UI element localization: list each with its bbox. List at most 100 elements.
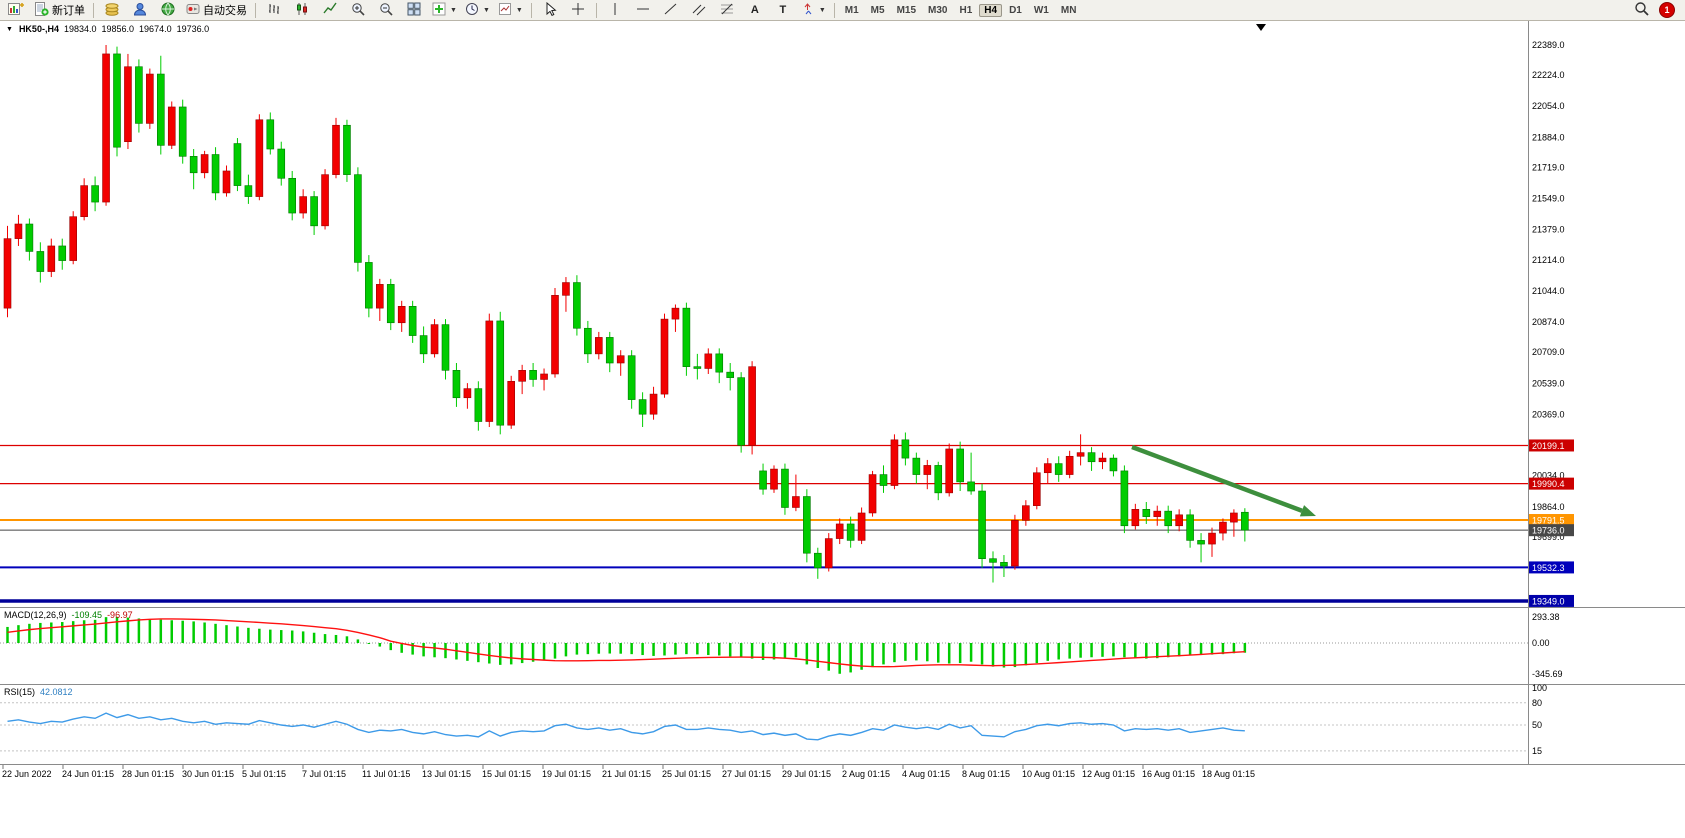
vertical-line-icon [610,2,620,19]
svg-text:22389.0: 22389.0 [1532,40,1565,50]
zoom-out-button[interactable] [372,0,400,21]
timeframe-H1[interactable]: H1 [959,4,973,16]
new-chart-button[interactable] [2,0,30,21]
timeframe-M30[interactable]: M30 [928,4,948,16]
svg-text:22 Jun 2022: 22 Jun 2022 [2,769,52,779]
notification-badge[interactable]: 1 [1659,2,1675,18]
svg-text:21379.0: 21379.0 [1532,225,1565,235]
macd-pane-header: MACD(12,26,9) -109.45 -96.97 [4,610,133,620]
svg-text:5 Jul 01:15: 5 Jul 01:15 [242,769,286,779]
svg-text:22224.0: 22224.0 [1532,70,1565,80]
chevron-down-icon: ▼ [482,6,490,14]
rsi-pane-header: RSI(15) 42.0812 [4,687,73,697]
candlestick-series [3,44,1249,583]
zoom-in-button[interactable] [344,0,372,21]
svg-text:13 Jul 01:15: 13 Jul 01:15 [422,769,471,779]
fibonacci-button[interactable] [713,0,741,21]
label-tool-icon: T [779,4,787,16]
label-tool-button[interactable]: T [769,0,797,21]
community-button[interactable] [154,0,182,21]
separator [255,2,256,18]
arrows-button[interactable]: ▼ [797,0,830,21]
svg-text:19791.5: 19791.5 [1532,516,1565,526]
svg-text:0.00: 0.00 [1532,638,1550,648]
svg-text:8 Aug 01:15: 8 Aug 01:15 [962,769,1010,779]
new-order-button[interactable]: 新订单 [30,0,89,21]
macd-signal-value: -96.97 [107,610,133,620]
timeframe-D1[interactable]: D1 [1009,4,1022,16]
svg-text:21719.0: 21719.0 [1532,162,1565,172]
text-tool-button[interactable]: A [741,0,769,21]
macd-scale[interactable]: 293.38 0.00 -345.69 [1532,612,1563,679]
svg-text:20539.0: 20539.0 [1532,378,1565,388]
horizontal-line-button[interactable] [629,0,657,21]
arrows-icon [801,2,815,19]
text-tool-icon: A [750,4,759,16]
svg-text:21884.0: 21884.0 [1532,132,1565,142]
svg-text:2 Aug 01:15: 2 Aug 01:15 [842,769,890,779]
time-axis[interactable]: 22 Jun 2022 24 Jun 01:15 28 Jun 01:15 30 Ju… [2,765,1255,779]
svg-text:20034.0: 20034.0 [1532,471,1565,481]
autotrading-icon [186,2,200,19]
vertical-line-button[interactable] [601,0,629,21]
line-chart-button[interactable] [316,0,344,21]
timeframe-MN[interactable]: MN [1060,4,1077,16]
svg-text:24 Jun 01:15: 24 Jun 01:15 [62,769,114,779]
tile-windows-icon [407,2,421,19]
timeframe-H4[interactable]: H4 [979,3,1003,17]
timeframe-M5[interactable]: M5 [870,4,885,16]
timeframe-M1[interactable]: M1 [844,4,859,16]
support-resistance-lines[interactable] [0,444,1528,603]
autotrading-button[interactable]: 自动交易 [182,0,251,21]
timeframe-M15[interactable]: M15 [896,4,917,16]
svg-text:19 Jul 01:15: 19 Jul 01:15 [542,769,591,779]
rsi-label: RSI(15) [4,687,36,697]
timeframe-W1[interactable]: W1 [1033,4,1049,16]
tile-windows-button[interactable] [400,0,428,21]
profiles-button[interactable] [98,0,126,21]
svg-text:21044.0: 21044.0 [1532,286,1565,296]
trendline-button[interactable] [657,0,685,21]
templates-button[interactable]: ▼ [494,0,527,21]
candlestick-chart-button[interactable] [288,0,316,21]
price-pane-header: ▼ HK50-,H4 19834.0 19856.0 19674.0 19736… [6,24,209,34]
rsi-scale[interactable]: 100 80 50 15 [1532,683,1547,756]
cursor-button[interactable] [536,0,564,21]
search-icon [1634,1,1649,19]
svg-text:10 Aug 01:15: 10 Aug 01:15 [1022,769,1075,779]
bar-chart-icon [267,2,281,19]
svg-text:7 Jul 01:15: 7 Jul 01:15 [302,769,346,779]
svg-text:25 Jul 01:15: 25 Jul 01:15 [662,769,711,779]
periods-button[interactable]: ▼ [461,0,494,21]
svg-text:12 Aug 01:15: 12 Aug 01:15 [1082,769,1135,779]
svg-text:18 Aug 01:15: 18 Aug 01:15 [1202,769,1255,779]
svg-text:4 Aug 01:15: 4 Aug 01:15 [902,769,950,779]
crosshair-icon [571,2,585,19]
channel-icon [692,2,706,19]
svg-text:22054.0: 22054.0 [1532,101,1565,111]
line-chart-icon [323,2,337,19]
pane-separators[interactable] [0,21,1685,765]
crosshair-button[interactable] [564,0,592,21]
chart-shift-marker-icon[interactable] [1256,24,1266,31]
price-axis[interactable]: 22389.0 22224.0 22054.0 21884.0 21719.0 21549… [1529,40,1574,607]
separator [833,2,835,18]
indicators-button[interactable]: ▼ [428,0,461,21]
svg-text:100: 100 [1532,683,1547,693]
svg-text:20369.0: 20369.0 [1532,409,1565,419]
search-button[interactable] [1627,0,1655,21]
indicators-icon [432,2,446,19]
svg-text:20709.0: 20709.0 [1532,347,1565,357]
chevron-down-icon: ▼ [450,6,457,14]
accounts-button[interactable] [126,0,154,21]
bar-chart-button[interactable] [260,0,288,21]
autotrading-label: 自动交易 [203,5,247,17]
chevron-down-icon: ▼ [818,6,826,14]
channel-button[interactable] [685,0,713,21]
fibonacci-icon [720,2,734,19]
separator [530,2,532,18]
trend-arrow[interactable] [1131,444,1316,517]
svg-text:15: 15 [1532,746,1542,756]
svg-text:293.38: 293.38 [1532,612,1560,622]
